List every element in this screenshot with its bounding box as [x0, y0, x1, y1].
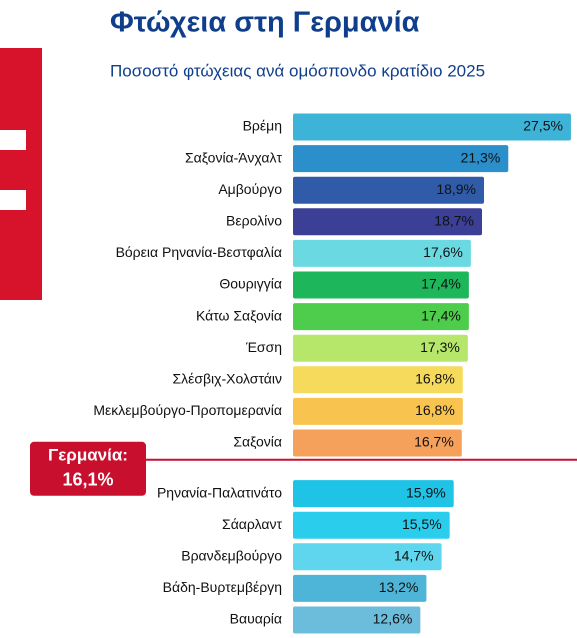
value-label: 17,6%	[423, 244, 463, 260]
category-label: Αμβούργο	[218, 181, 282, 197]
bar	[293, 397, 463, 425]
value-label: 17,3%	[420, 339, 460, 355]
bar	[293, 606, 421, 634]
chart-title: Φτώχεια στη Γερμανία	[110, 7, 420, 39]
category-label: Κάτω Σαξονία	[196, 307, 282, 323]
value-label: 18,9%	[436, 181, 476, 197]
bar	[293, 113, 571, 141]
logo-stripe	[0, 190, 26, 210]
value-label: 16,8%	[415, 402, 455, 418]
category-label: Ρηνανία-Παλατινάτο	[157, 484, 282, 500]
value-label: 13,2%	[379, 579, 419, 595]
value-label: 17,4%	[421, 307, 461, 323]
bar	[293, 511, 450, 539]
reference-label: 16,1%	[62, 470, 113, 490]
category-label: Σαξονία	[233, 434, 282, 450]
bar	[293, 429, 462, 457]
category-label: Βερολίνο	[226, 213, 282, 229]
bar	[293, 574, 427, 602]
bar	[293, 366, 463, 394]
category-label: Θουριγγία	[219, 276, 282, 292]
bar	[293, 145, 509, 173]
logo-block	[0, 48, 42, 300]
logo-stripe	[0, 130, 26, 150]
chart-subtitle: Ποσοστό φτώχειας ανά ομόσπονδο κρατίδιο …	[110, 61, 485, 80]
bar	[293, 271, 469, 299]
logo	[0, 48, 42, 300]
category-label: Σάαρλαντ	[222, 516, 282, 532]
bar	[293, 239, 471, 267]
bar	[293, 543, 442, 571]
category-label: Βρέμη	[243, 118, 282, 134]
reference-name: Γερμανία:	[48, 445, 128, 464]
category-label: Βάδη-Βυρτεμβέργη	[163, 579, 282, 595]
category-label: Έσση	[245, 339, 282, 355]
bar	[293, 208, 483, 236]
value-label: 27,5%	[523, 118, 563, 134]
category-label: Σαξονία-Άνχαλτ	[185, 149, 282, 165]
category-label: Σλέσβιχ-Χολστάιν	[172, 371, 282, 387]
value-label: 14,7%	[394, 548, 434, 564]
reference-box	[30, 441, 146, 496]
value-label: 16,8%	[415, 371, 455, 387]
value-label: 15,5%	[402, 516, 442, 532]
category-label: Βαυαρία	[230, 611, 282, 627]
value-label: 16,7%	[414, 434, 454, 450]
value-label: 15,9%	[406, 484, 446, 500]
bar	[293, 303, 469, 331]
bar	[293, 334, 468, 362]
value-label: 17,4%	[421, 276, 461, 292]
value-label: 18,7%	[434, 213, 474, 229]
category-label: Βόρεια Ρηνανία-Βεστφαλία	[116, 244, 282, 260]
bar	[293, 176, 485, 204]
value-label: 12,6%	[373, 611, 413, 627]
category-label: Μεκλεμβούργο-Προπομερανία	[93, 402, 282, 418]
bar	[293, 480, 454, 508]
category-label: Βρανδεμβούργο	[181, 548, 282, 564]
value-label: 21,3%	[461, 149, 501, 165]
